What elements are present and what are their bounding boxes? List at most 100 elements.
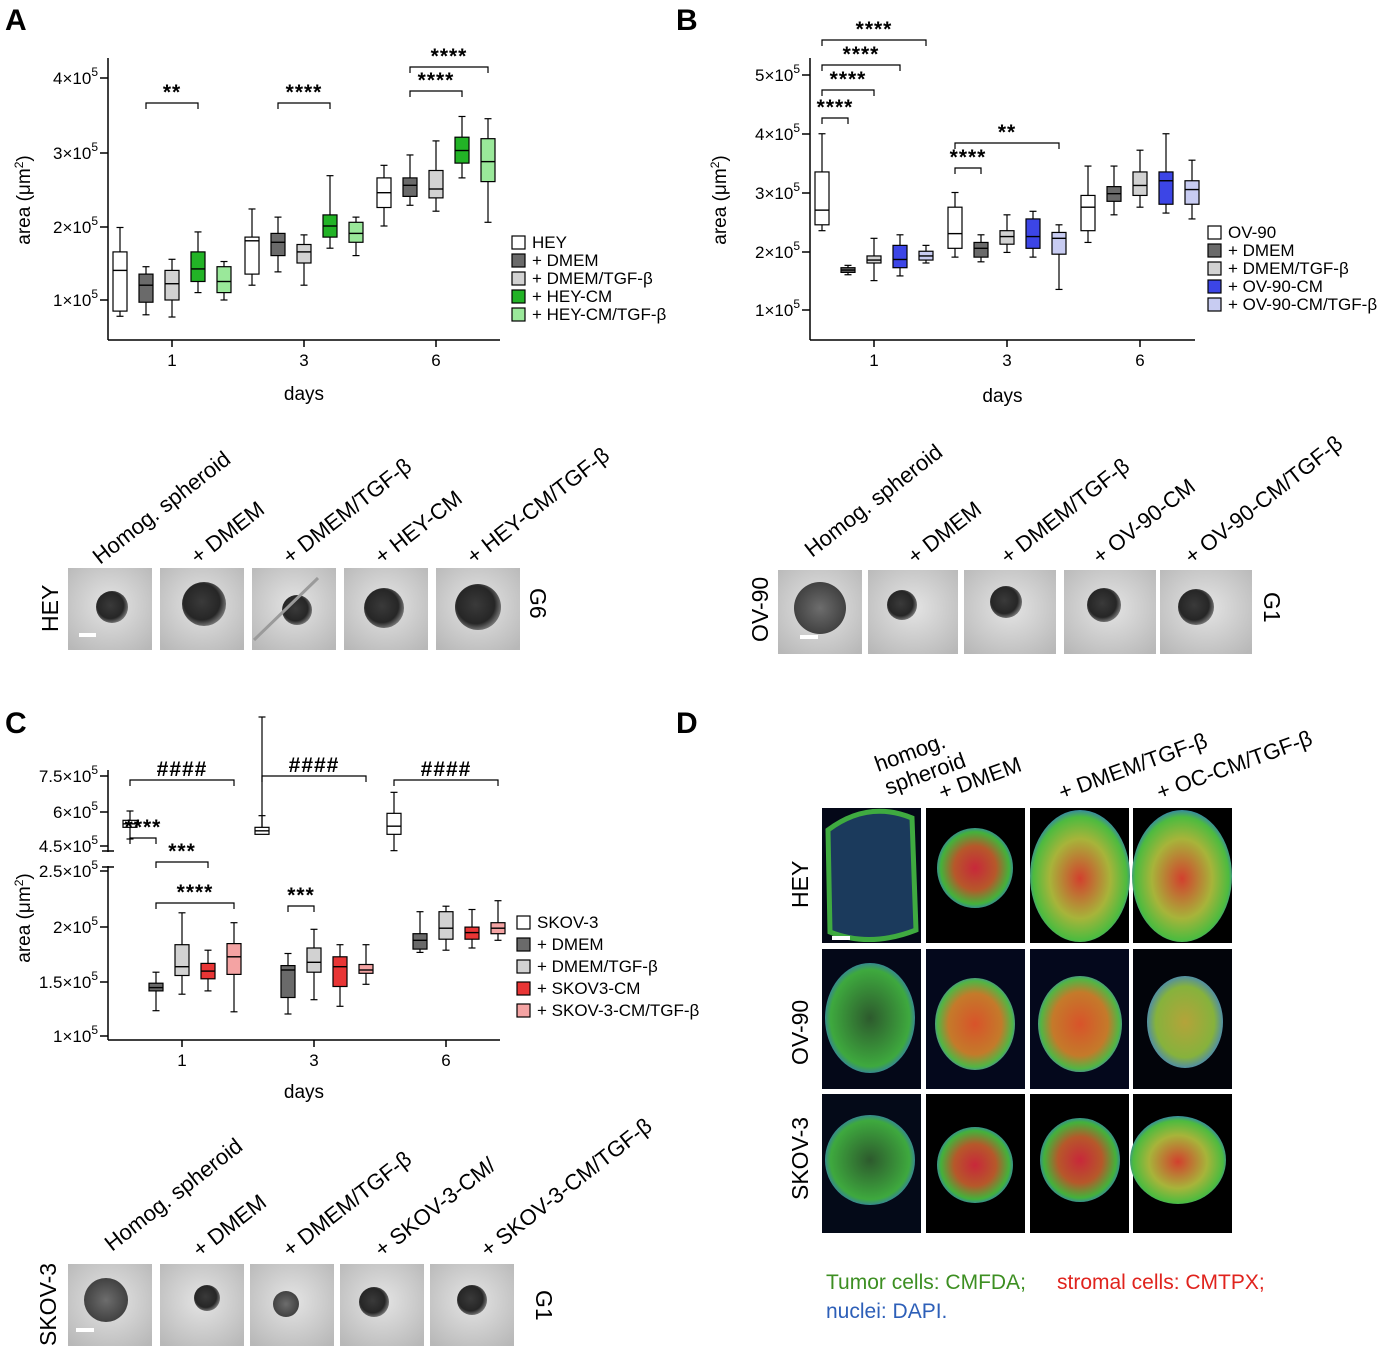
legend-label: + DMEM/TGF-β — [537, 957, 658, 976]
significance-label: ** — [163, 81, 181, 104]
panel-letter-a: A — [5, 4, 27, 37]
micrograph-image — [160, 568, 244, 650]
y-tick-label: 2.5×105 — [39, 858, 98, 881]
micrograph-image — [1160, 570, 1252, 654]
fluorescence-image — [1133, 949, 1232, 1089]
box — [947, 206, 963, 249]
condition-label-a-4: + HEY-CM/TGF-β — [462, 442, 614, 569]
significance-label: #### — [421, 758, 472, 781]
legend-label: + OV-90-CM/TGF-β — [1228, 295, 1377, 314]
micro-row-label-c: SKOV-3 — [35, 1263, 61, 1346]
significance-bracket — [954, 167, 982, 174]
micrograph-image — [68, 1264, 152, 1346]
y-tick-label: 7.5×105 — [39, 763, 98, 786]
fluorescence-image — [926, 949, 1025, 1089]
significance-bracket — [954, 142, 1060, 149]
significance-label: **** — [856, 18, 893, 41]
y-tick-label: 4×105 — [755, 121, 800, 144]
significance-label: **** — [817, 96, 854, 119]
box — [348, 221, 364, 243]
box — [892, 244, 908, 269]
significance-bracket — [409, 66, 489, 73]
significance-label: #### — [289, 754, 340, 777]
x-tick-label: 1 — [177, 1051, 186, 1070]
significance-bracket — [277, 102, 331, 109]
y-tick-label: 1.5×105 — [39, 969, 98, 992]
box — [174, 944, 190, 977]
significance-bracket — [821, 64, 901, 71]
legend-swatch — [1207, 243, 1222, 258]
y-tick-label: 1×105 — [53, 287, 98, 310]
fluorescence-image — [1130, 1094, 1232, 1233]
y-tick-label: 2×105 — [53, 214, 98, 237]
box — [1132, 171, 1148, 197]
y-tick-label: 4.5×105 — [39, 833, 98, 856]
legend-swatch — [511, 289, 526, 304]
significance-label: **** — [950, 146, 987, 169]
y-tick-label: 4×105 — [53, 65, 98, 88]
box — [216, 266, 232, 294]
significance-label: ** — [998, 121, 1016, 144]
y-tick-label: 6×105 — [53, 799, 98, 822]
box — [973, 241, 989, 258]
legend-label: SKOV-3 — [537, 913, 598, 932]
legend-label: + HEY-CM — [532, 287, 612, 306]
significance-bracket — [821, 89, 875, 96]
significance-label: **** — [830, 68, 867, 91]
legend-label: HEY — [532, 233, 567, 252]
micrograph-image — [1064, 570, 1156, 654]
panel-letter-c: C — [5, 707, 27, 740]
fluorescence-image — [926, 1094, 1025, 1233]
box — [280, 964, 296, 999]
fluorescence-image — [1132, 808, 1232, 943]
y-tick-label: 5×105 — [755, 62, 800, 85]
micro-side-label-b: G1 — [1259, 592, 1285, 623]
significance-bracket — [821, 117, 849, 124]
legend-label: + DMEM — [532, 251, 599, 270]
legend-label: + SKOV3-CM — [537, 979, 640, 998]
box — [306, 947, 322, 973]
box — [480, 138, 496, 183]
box — [438, 911, 454, 940]
significance-bracket — [155, 861, 209, 868]
significance-label: #### — [157, 758, 208, 781]
box — [999, 230, 1015, 245]
micrograph-image — [68, 568, 152, 650]
legend-label: + OV-90-CM — [1228, 277, 1323, 296]
y-tick-label: 3×105 — [53, 140, 98, 163]
legend-label: + DMEM/TGF-β — [1228, 259, 1349, 278]
x-tick-label: 6 — [441, 1051, 450, 1070]
fluorescence-grid: homog. spheroid + DMEM + DMEM/TGF-β + OC… — [787, 725, 1315, 1323]
legend-nuclei: nuclei: DAPI. — [826, 1300, 947, 1323]
legend-swatch — [511, 271, 526, 286]
x-tick-label: 1 — [167, 351, 176, 370]
significance-label: **** — [286, 81, 323, 104]
significance-label: **** — [177, 881, 214, 904]
box — [190, 251, 206, 283]
x-tick-label: 3 — [299, 351, 308, 370]
legend-swatch — [516, 959, 531, 974]
micrographs-c: Homog. spheroid + DMEM + DMEM/TGF-β + SK… — [35, 1113, 657, 1346]
box — [1158, 171, 1174, 205]
y-axis-label: area (μm2) — [708, 155, 731, 244]
x-tick-label: 3 — [309, 1051, 318, 1070]
micrograph-image — [430, 1264, 514, 1346]
legend-label: + HEY-CM/TGF-β — [532, 305, 667, 324]
legend-label: + DMEM — [537, 935, 604, 954]
significance-label: **** — [418, 69, 455, 92]
box — [226, 942, 242, 975]
significance-bracket — [155, 902, 235, 909]
box — [1080, 194, 1096, 232]
significance-label: **** — [431, 45, 468, 68]
condition-label-c-1: + DMEM — [188, 1189, 271, 1262]
fluorescence-image — [1030, 1094, 1129, 1233]
legend-swatch — [1207, 279, 1222, 294]
legend-swatch — [516, 981, 531, 996]
box — [386, 812, 402, 835]
significance-label: *** — [168, 840, 196, 863]
y-tick-label: 1×105 — [53, 1023, 98, 1046]
box — [270, 232, 286, 257]
micrographs-a: Homog. spheroid + DMEM + DMEM/TGF-β + HE… — [37, 442, 614, 650]
box — [402, 177, 418, 197]
